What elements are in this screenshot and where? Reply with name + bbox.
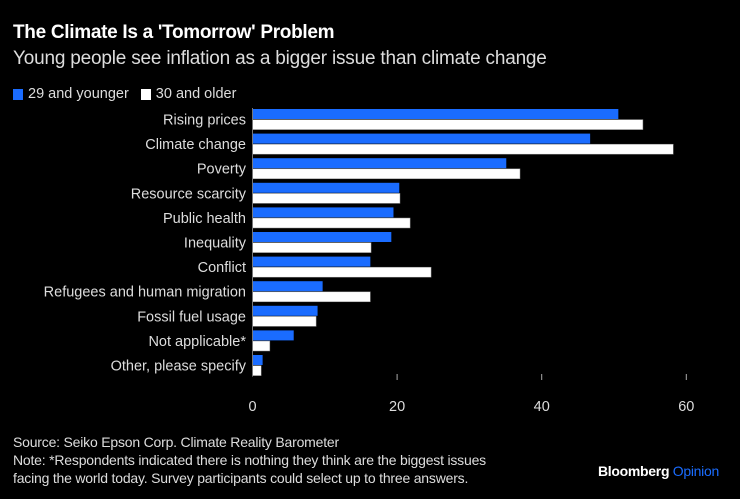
category-label: Poverty <box>197 162 247 178</box>
legend-item-young: 29 and younger <box>13 86 129 102</box>
bar-29-and-younger <box>252 256 371 267</box>
bar-30-and-older <box>252 291 371 303</box>
x-tick-label: 40 <box>534 399 550 415</box>
brand-logo: Bloomberg Opinion <box>598 463 719 479</box>
bar-29-and-younger <box>252 158 507 169</box>
category-label: Fossil fuel usage <box>137 309 246 325</box>
bar-29-and-younger <box>252 109 619 119</box>
bar-29-and-younger <box>252 232 392 242</box>
bar-29-and-younger <box>252 330 294 341</box>
bar-30-and-older <box>252 266 432 278</box>
bar-30-and-older <box>252 316 317 327</box>
bar-30-and-older <box>252 217 411 229</box>
legend-swatch-young <box>13 88 23 100</box>
bar-30-and-older <box>252 168 521 180</box>
chart-title: The Climate Is a 'Tomorrow' Problem <box>13 22 335 43</box>
category-label: Rising prices <box>163 113 246 129</box>
chart-subtitle: Young people see inflation as a bigger i… <box>13 48 547 69</box>
legend: 29 and younger 30 and older <box>13 86 248 102</box>
brand-opinion: Opinion <box>672 463 719 479</box>
category-label: Climate change <box>145 137 246 153</box>
bar-30-and-older <box>252 340 271 352</box>
bar-29-and-younger <box>252 182 400 193</box>
note-line-1: Note: *Respondents indicated there is no… <box>13 452 486 468</box>
legend-label-old: 30 and older <box>155 86 237 102</box>
category-label: Refugees and human migration <box>44 285 246 301</box>
category-label: Resource scarcity <box>131 186 247 202</box>
category-label: Other, please specify <box>111 359 247 375</box>
category-label: Not applicable* <box>148 334 246 350</box>
bar-29-and-younger <box>252 305 318 316</box>
x-tick-label: 60 <box>678 399 694 415</box>
category-label: Inequality <box>184 236 247 252</box>
bar-30-and-older <box>252 242 372 253</box>
bar-29-and-younger <box>252 133 591 144</box>
bar-30-and-older <box>252 143 674 155</box>
legend-item-old: 30 and older <box>140 86 237 102</box>
x-tick-label: 20 <box>389 399 405 415</box>
category-label: Conflict <box>198 260 246 276</box>
source-text: Source: Seiko Epson Corp. Climate Realit… <box>13 434 339 450</box>
bar-29-and-younger <box>252 281 323 292</box>
bar-29-and-younger <box>252 355 263 365</box>
category-label: Public health <box>163 211 246 227</box>
bar-30-and-older <box>252 365 262 376</box>
footer: Source: Seiko Epson Corp. Climate Realit… <box>13 433 486 487</box>
x-tick-label: 0 <box>248 399 256 415</box>
brand-bloomberg: Bloomberg <box>598 463 670 479</box>
bar-30-and-older <box>252 119 644 130</box>
note-line-2: facing the world today. Survey participa… <box>13 470 469 486</box>
legend-label-young: 29 and younger <box>28 86 129 102</box>
legend-swatch-old <box>140 88 151 100</box>
bar-30-and-older <box>252 193 401 204</box>
bar-29-and-younger <box>252 207 394 218</box>
